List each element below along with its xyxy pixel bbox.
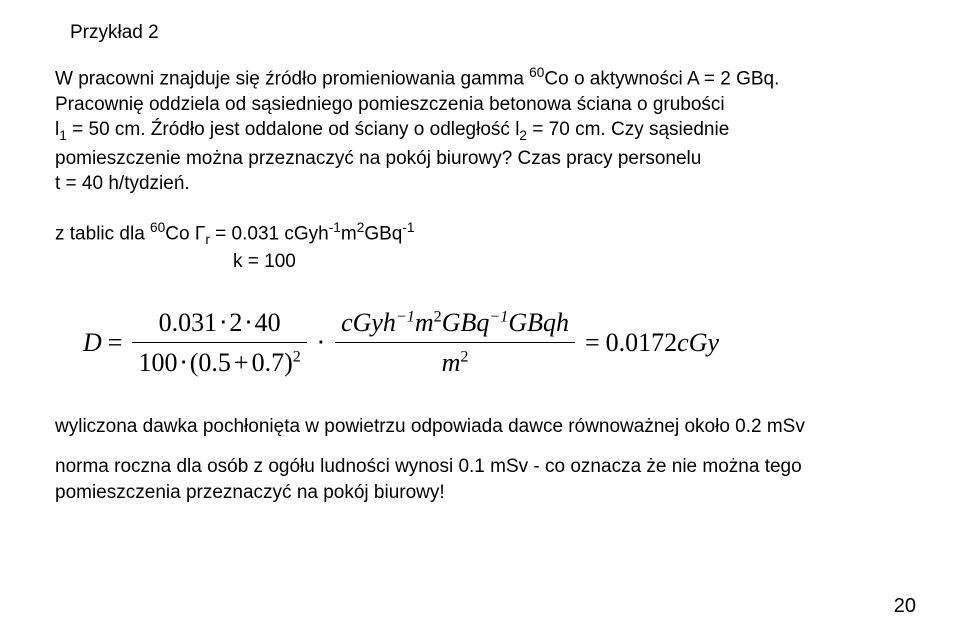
mul: ⋅ (177, 348, 189, 377)
text-line: m (341, 223, 357, 244)
superscript: −1 (396, 308, 415, 325)
text-line: pomieszczenie można przeznaczyć na pokój… (55, 148, 701, 169)
fraction-2: cGyh−1m2GBq−1GBqh m2 (335, 305, 575, 380)
num: (0.5 (190, 348, 231, 377)
text-line: Co o aktywności A = 2 GBq. (544, 68, 779, 89)
fraction-bar (132, 342, 306, 343)
superscript: 60 (529, 65, 544, 80)
num: 0.031 (159, 308, 218, 337)
table-values: z tablic dla 60Co Γr = 0.031 cGyh-1m2GBq… (55, 219, 930, 275)
unit: cGyh (341, 308, 396, 337)
numerator: 0.031⋅2⋅40 (153, 305, 287, 340)
num: 40 (255, 308, 281, 337)
text-line: W pracowni znajduje się źródło promienio… (55, 68, 529, 89)
document-page: Przykład 2 W pracowni znajduje się źródł… (0, 0, 960, 632)
text-line: z tablic dla (55, 223, 150, 244)
text-line: norma roczna dla osób z ogółu ludności w… (55, 456, 802, 477)
superscript: −1 (489, 308, 508, 325)
conclusion-1: wyliczona dawka pochłonięta w powietrzu … (55, 414, 930, 440)
conclusion-2: norma roczna dla osób z ogółu ludności w… (55, 454, 930, 505)
superscript: 2 (293, 348, 301, 365)
num: 0.7) (252, 348, 293, 377)
mul: ⋅ (311, 325, 331, 360)
mul: ⋅ (242, 308, 254, 337)
text-line: Co Γ (165, 223, 205, 244)
result-unit: cGy (677, 325, 719, 360)
text-line: k = 100 (233, 251, 296, 272)
plus: + (231, 348, 252, 377)
unit: m (442, 348, 461, 377)
text-line: = 0.031 cGyh (210, 223, 329, 244)
subscript: 1 (59, 128, 67, 143)
num: 2 (229, 308, 242, 337)
text-line: Pracownię oddziela od sąsiedniego pomies… (55, 94, 725, 115)
text-line: t = 40 h/tydzień. (55, 173, 190, 194)
superscript: 2 (434, 308, 442, 325)
example-title: Przykład 2 (70, 20, 930, 46)
page-number: 20 (894, 593, 916, 620)
unit: GBqh (508, 308, 569, 337)
superscript: -1 (329, 220, 341, 235)
superscript: 60 (150, 220, 165, 235)
fraction-bar (335, 342, 575, 343)
equals: = (102, 325, 129, 360)
text-line: pomieszczenia przeznaczyć na pokój biuro… (55, 482, 445, 503)
text-line: GBq (364, 223, 402, 244)
superscript: 2 (460, 348, 468, 365)
dose-formula: D = 0.031⋅2⋅40 100⋅(0.5+0.7)2 ⋅ cGyh−1m2… (83, 305, 930, 380)
num: 100 (138, 348, 177, 377)
unit: m (415, 308, 434, 337)
mul: ⋅ (217, 308, 229, 337)
problem-paragraph: W pracowni znajduje się źródło promienio… (55, 64, 930, 197)
text-line: = 50 cm. Źródło jest oddalone od ściany … (67, 119, 520, 140)
var-d: D (83, 325, 102, 360)
fraction-1: 0.031⋅2⋅40 100⋅(0.5+0.7)2 (132, 305, 306, 380)
unit: GBq (442, 308, 490, 337)
denominator: 100⋅(0.5+0.7)2 (132, 345, 306, 380)
result-value: 0.0172 (606, 325, 678, 360)
superscript: -1 (402, 220, 414, 235)
text-line: = 70 cm. Czy sąsiednie (527, 119, 729, 140)
denominator: m2 (436, 345, 475, 380)
subscript: 2 (519, 128, 527, 143)
numerator: cGyh−1m2GBq−1GBqh (335, 305, 575, 340)
equals: = (579, 325, 606, 360)
